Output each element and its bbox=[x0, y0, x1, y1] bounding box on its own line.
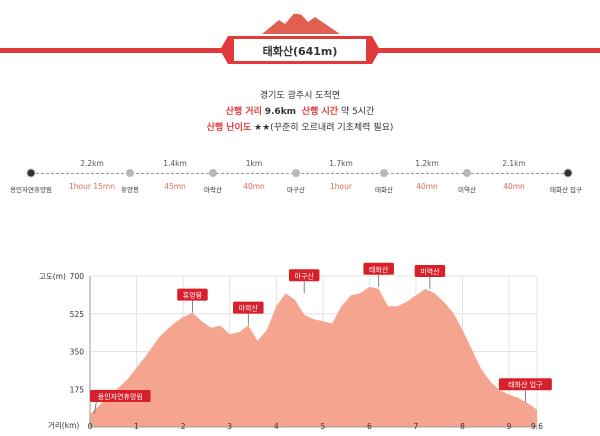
x-tick-label: 8 bbox=[460, 422, 465, 431]
time-label: 산행 시간 bbox=[301, 107, 339, 117]
segment-time: 1hour 15mn bbox=[69, 182, 115, 191]
x-tick-label: 5 bbox=[320, 422, 325, 431]
x-tick-label: 7 bbox=[414, 422, 419, 431]
route-stop-dot bbox=[126, 169, 134, 177]
segment-distance: 2.1km bbox=[502, 159, 526, 168]
segment-time: 40mn bbox=[243, 182, 265, 191]
x-tick-label: 4 bbox=[274, 422, 279, 431]
time-value: 약 5시간 bbox=[340, 107, 375, 117]
peak-label-text: 태화산 입구 bbox=[508, 380, 543, 389]
x-axis-label: 거리(km) bbox=[48, 421, 79, 430]
route-stop-label: 마구산 bbox=[287, 186, 305, 194]
y-axis-label: 고도(m) bbox=[39, 272, 66, 281]
title-ribbon bbox=[0, 36, 600, 64]
y-tick-label: 525 bbox=[70, 310, 85, 319]
x-tick-label: 3 bbox=[227, 422, 232, 431]
location-text: 경기도 광주시 도척면 bbox=[0, 88, 600, 101]
segment-time: 40mn bbox=[503, 182, 525, 191]
peak-label: 마락산 bbox=[233, 301, 264, 326]
segment-distance: 2.2km bbox=[80, 159, 104, 168]
peak-label-text: 휴양봉 bbox=[183, 291, 203, 300]
location-value: 경기도 광주시 도척면 bbox=[259, 91, 341, 101]
peak-label: 미역산 bbox=[414, 264, 446, 289]
route-stop-dot bbox=[463, 169, 471, 177]
segment-distance: 1.7km bbox=[329, 159, 353, 168]
peak-label-text: 태화산 bbox=[369, 265, 389, 274]
route-stop-label: 태화산 bbox=[375, 186, 393, 194]
peak-label: 태화산 입구 bbox=[498, 378, 552, 403]
peak-label-text: 마구산 bbox=[295, 271, 315, 280]
segment-time: 1hour bbox=[330, 182, 352, 191]
y-tick-label: 175 bbox=[70, 385, 85, 394]
peak-label: 마구산 bbox=[288, 269, 320, 294]
x-tick-label: 6 bbox=[367, 422, 372, 431]
route-stop-label: 마락산 bbox=[204, 186, 222, 194]
peak-label: 휴양봉 bbox=[177, 288, 208, 313]
distance-label: 산행 거리 bbox=[225, 107, 262, 117]
route-stop-label: 미역산 bbox=[458, 186, 476, 194]
route-stop-dot bbox=[292, 169, 300, 177]
route-stop-label: 휴양봉 bbox=[121, 186, 139, 194]
mountain-icon bbox=[262, 10, 340, 34]
elevation-area bbox=[90, 286, 537, 427]
x-tick-label: 9 bbox=[507, 422, 512, 431]
difficulty-label: 산행 난이도 bbox=[206, 123, 252, 133]
peak-label-text: 미역산 bbox=[420, 267, 440, 276]
route-stop-label: 용인자연휴양림 bbox=[10, 186, 52, 194]
page-title: 태화산(641m) bbox=[262, 44, 338, 58]
difficulty-value: ★★(꾸준히 오르내려 기초체력 필요) bbox=[254, 123, 394, 133]
peak-label-text: 마락산 bbox=[239, 304, 259, 313]
y-tick-label: 350 bbox=[70, 348, 85, 357]
peak-label: 태화산 bbox=[363, 262, 394, 287]
segment-time: 40mn bbox=[416, 182, 438, 191]
route-stop-dot-end bbox=[563, 168, 573, 178]
route-stop-dot-start bbox=[26, 168, 36, 178]
segment-time: 45mn bbox=[164, 182, 186, 191]
route-stop-dot bbox=[209, 169, 217, 177]
x-tick-label: 2 bbox=[181, 422, 186, 431]
y-tick-label: 700 bbox=[70, 272, 85, 281]
distance-time-line: 산행 거리 9.6km 산행 시간 약 5시간 bbox=[0, 104, 600, 117]
x-tick-label: 9.6 bbox=[531, 422, 543, 431]
route-stop-dot bbox=[380, 169, 388, 177]
x-tick-label: 1 bbox=[134, 422, 139, 431]
route-line bbox=[31, 173, 569, 175]
segment-distance: 1km bbox=[245, 159, 263, 168]
peak-label-text: 용인자연휴양림 bbox=[98, 392, 143, 401]
distance-value: 9.6km bbox=[264, 107, 297, 117]
difficulty-line: 산행 난이도 ★★(꾸준히 오르내려 기초체력 필요) bbox=[0, 120, 600, 133]
route-stop-label: 태화산 입구 bbox=[550, 186, 582, 194]
segment-distance: 1.2km bbox=[415, 159, 439, 168]
x-tick-label: 0 bbox=[88, 422, 93, 431]
segment-distance: 1.4km bbox=[163, 159, 187, 168]
peak-label: 용인자연휴양림 bbox=[90, 390, 151, 415]
